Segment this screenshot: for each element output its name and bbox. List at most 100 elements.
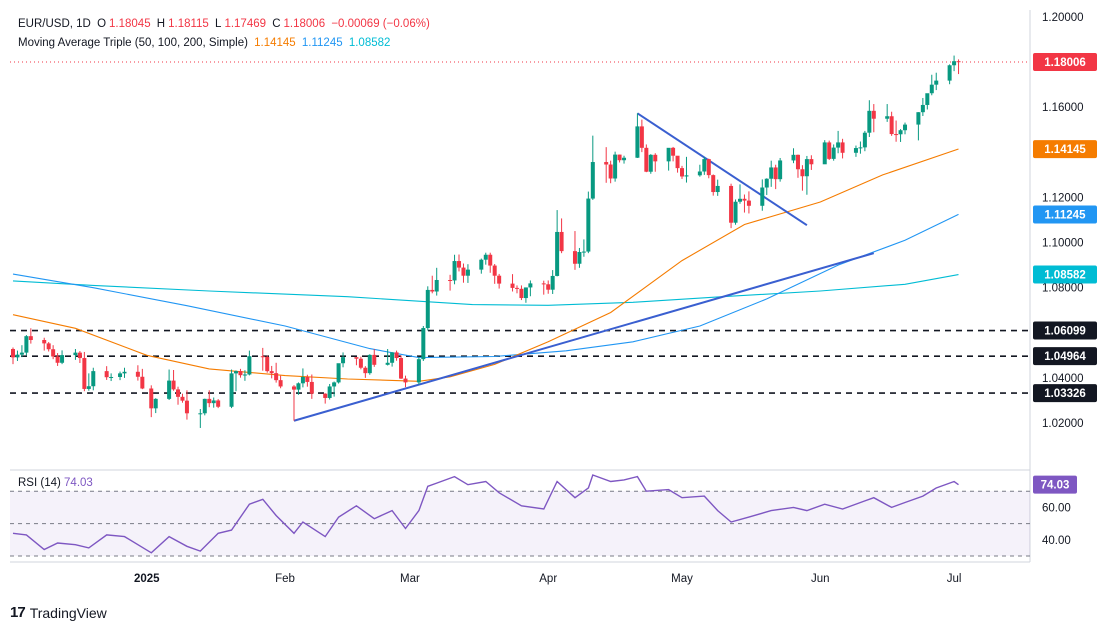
ma-header: Moving Average Triple (50, 100, 200, Sim… bbox=[18, 37, 393, 49]
candle-body bbox=[452, 261, 457, 281]
candle-body bbox=[269, 371, 274, 374]
price-tick-label: 1.02000 bbox=[1042, 418, 1084, 430]
ma50-price-label-badge bbox=[1033, 140, 1097, 159]
candle-body bbox=[862, 132, 867, 148]
rsi-tick-label: 60.00 bbox=[1042, 502, 1071, 514]
candle-body bbox=[416, 359, 421, 383]
candle-body bbox=[184, 400, 189, 414]
candle-body bbox=[238, 371, 243, 376]
candle-body bbox=[135, 371, 140, 377]
candle-body bbox=[86, 386, 91, 389]
open-value: 1.18045 bbox=[109, 18, 151, 30]
candle-body bbox=[19, 352, 24, 355]
candle-body bbox=[341, 357, 346, 364]
candle-body bbox=[399, 358, 404, 379]
candle-body bbox=[421, 328, 426, 360]
change-value: −0.00069 (−0.06%) bbox=[331, 18, 430, 30]
candle-body bbox=[715, 185, 720, 193]
high-label: H bbox=[156, 18, 166, 30]
ma50-line bbox=[12, 148, 959, 382]
open-label: O bbox=[97, 18, 107, 30]
candle-body bbox=[675, 155, 680, 169]
low-value: 1.17469 bbox=[224, 18, 267, 30]
candle-body bbox=[550, 275, 555, 290]
candle-body bbox=[425, 289, 430, 329]
symbol-label[interactable]: EUR/USD, 1D bbox=[18, 18, 91, 30]
trendline-1 bbox=[293, 252, 875, 422]
candle-body bbox=[546, 284, 551, 290]
candle-body bbox=[804, 159, 809, 177]
tradingview-brand[interactable]: 17 TradingView bbox=[10, 604, 107, 621]
ma-title[interactable]: Moving Average Triple (50, 100, 200, Sim… bbox=[18, 37, 248, 49]
candle-body bbox=[836, 142, 841, 148]
rsi-label[interactable]: RSI (14) bbox=[18, 477, 61, 489]
candle-body bbox=[795, 154, 800, 170]
candle-body bbox=[778, 160, 783, 180]
candle-body bbox=[555, 231, 560, 276]
ohlc-header: EUR/USD, 1D O 1.18045 H 1.18115 L 1.17469 C… bbox=[18, 18, 433, 30]
high-value: 1.18115 bbox=[168, 18, 209, 30]
candle-body bbox=[309, 381, 314, 394]
candle-body bbox=[11, 349, 15, 358]
candle-body bbox=[265, 356, 270, 372]
trendlines[interactable] bbox=[293, 112, 875, 422]
candle-body bbox=[898, 130, 903, 135]
ma200-price-label-text: 1.08582 bbox=[1044, 270, 1086, 282]
candle-body bbox=[572, 251, 577, 264]
candle-body bbox=[827, 142, 832, 159]
candle-body bbox=[363, 367, 368, 374]
candle-body bbox=[305, 376, 310, 382]
candle-body bbox=[697, 171, 702, 176]
rsi-header: RSI (14) 74.03 bbox=[18, 477, 93, 489]
price-tick-label: 1.20000 bbox=[1042, 12, 1084, 24]
candle-body bbox=[497, 275, 502, 284]
rsi-tick-label: 40.00 bbox=[1042, 535, 1071, 547]
candle-body bbox=[733, 201, 738, 223]
candle-body bbox=[684, 175, 689, 177]
candle-body bbox=[479, 259, 484, 270]
close-value: 1.18006 bbox=[283, 18, 326, 30]
candle-body bbox=[916, 112, 921, 125]
candle-body bbox=[327, 386, 332, 398]
candle-body bbox=[354, 357, 359, 359]
candle-body bbox=[15, 354, 20, 358]
candle-body bbox=[746, 200, 751, 206]
candle-body bbox=[390, 352, 395, 363]
candle-body bbox=[711, 175, 716, 193]
candle-body bbox=[430, 289, 435, 292]
candle-body bbox=[653, 154, 658, 162]
candle-body bbox=[171, 380, 176, 390]
candle-body bbox=[234, 371, 239, 374]
candle-body bbox=[822, 142, 827, 165]
rsi-value: 74.03 bbox=[64, 477, 93, 489]
candle-body bbox=[372, 354, 377, 365]
candle-body bbox=[323, 393, 328, 398]
candle-body bbox=[925, 93, 930, 105]
candle-body bbox=[51, 349, 56, 357]
candle-body bbox=[73, 352, 78, 356]
price-tick-label: 1.12000 bbox=[1042, 192, 1084, 204]
candle-body bbox=[903, 124, 908, 131]
candle-body bbox=[635, 126, 640, 158]
candle-body bbox=[336, 363, 341, 383]
candle-body bbox=[122, 371, 127, 374]
candle-body bbox=[644, 147, 649, 172]
time-tick-label: Jul bbox=[947, 573, 962, 585]
time-tick-label: Feb bbox=[275, 573, 295, 585]
trendline-2 bbox=[636, 112, 808, 227]
candle-body bbox=[613, 154, 618, 179]
moving-averages bbox=[12, 148, 959, 382]
candle-body bbox=[604, 162, 609, 165]
candle-body bbox=[291, 386, 296, 390]
candle-body bbox=[260, 356, 265, 358]
axes: 1.20000 1.16000 1.12000 1.10000 1.08000 1.040… bbox=[134, 12, 1084, 585]
candle-body bbox=[867, 110, 872, 133]
price-labels: 1.18006 1.14145 1.11245 1.08582 1.06099 1.049… bbox=[1033, 52, 1097, 494]
candle-body bbox=[559, 231, 564, 252]
candle-body bbox=[648, 154, 653, 172]
candle-body bbox=[242, 374, 247, 376]
candle-body bbox=[153, 398, 158, 409]
candle-body bbox=[671, 147, 676, 156]
candle-body bbox=[577, 252, 582, 264]
